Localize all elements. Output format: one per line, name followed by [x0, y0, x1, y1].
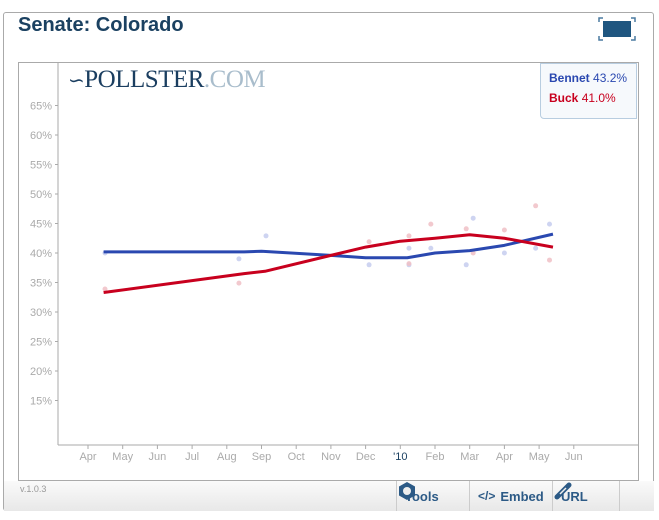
- bennet-poll-point: [501, 250, 507, 256]
- buck-poll-point: [547, 257, 553, 263]
- url-button[interactable]: URL: [552, 481, 620, 511]
- version-label: v.1.0.3: [20, 484, 47, 494]
- x-tick-label: Jun: [149, 451, 167, 463]
- bennet-poll-point: [470, 215, 476, 221]
- gear-icon: [399, 482, 415, 500]
- legend-name: Bennet: [549, 71, 590, 85]
- bennet-poll-point: [406, 245, 412, 251]
- pollster-logo: ∽POLLSTER.COM: [68, 66, 266, 93]
- x-tick-label: May: [112, 451, 133, 463]
- x-tick-label: Sep: [252, 451, 272, 463]
- page-title: Senate: Colorado: [18, 14, 184, 36]
- x-tick-label: May: [529, 451, 550, 463]
- y-tick-label: 20%: [30, 366, 52, 378]
- y-tick-label: 50%: [30, 189, 52, 201]
- buck-poll-point: [428, 221, 434, 227]
- x-tick-label: Mar: [460, 451, 479, 463]
- y-tick-label: 40%: [30, 248, 52, 260]
- buck-poll-point: [102, 286, 108, 292]
- buck-poll-point: [236, 280, 242, 286]
- buck-trend-line: [103, 233, 554, 295]
- legend: Bennet 43.2% Buck 41.0%: [540, 63, 637, 119]
- legend-value: 43.2%: [593, 71, 628, 85]
- legend-item-buck[interactable]: Buck 41.0%: [549, 88, 628, 108]
- buck-poll-point: [406, 261, 412, 267]
- bennet-poll-point: [547, 221, 553, 227]
- y-tick-label: 55%: [30, 160, 52, 172]
- footer-bar: [4, 481, 654, 511]
- code-icon: </>: [478, 489, 496, 503]
- legend-item-bennet[interactable]: Bennet 43.2%: [549, 68, 628, 88]
- bennet-poll-point: [366, 262, 372, 268]
- url-label: URL: [561, 488, 588, 504]
- y-tick-label: 60%: [30, 130, 52, 142]
- x-tick-label: Jul: [185, 451, 199, 463]
- x-tick-label: Oct: [288, 451, 305, 463]
- embed-label: Embed: [500, 488, 544, 504]
- tools-button[interactable]: Tools: [396, 481, 469, 511]
- chart-area: [18, 62, 639, 481]
- buck-poll-point: [406, 233, 412, 239]
- buck-poll-point: [501, 227, 507, 233]
- bennet-poll-point: [463, 262, 469, 268]
- y-tick-label: 65%: [30, 101, 52, 113]
- bennet-poll-point: [428, 245, 434, 251]
- x-tick-label: Feb: [426, 451, 445, 463]
- logo-text: POLLSTER: [84, 66, 204, 93]
- x-tick-label: Apr: [79, 451, 96, 463]
- x-tick-label: Aug: [217, 451, 237, 463]
- buck-poll-point: [463, 226, 469, 232]
- x-tick-label: '10: [393, 451, 407, 463]
- bennet-poll-point: [533, 245, 539, 251]
- legend-value: 41.0%: [581, 91, 616, 105]
- embed-button[interactable]: </> Embed: [469, 481, 552, 511]
- bennet-poll-point: [263, 233, 269, 239]
- bennet-poll-point: [236, 256, 242, 262]
- x-tick-label: Jun: [565, 451, 583, 463]
- x-tick-label: Dec: [356, 451, 376, 463]
- buck-poll-point: [533, 203, 539, 209]
- link-icon: [554, 482, 572, 500]
- fullscreen-button[interactable]: [598, 17, 636, 41]
- buck-poll-point: [366, 239, 372, 245]
- y-tick-label: 45%: [30, 219, 52, 231]
- bennet-trend-line: [103, 232, 554, 260]
- fullscreen-icon: [598, 17, 636, 41]
- y-tick-label: 25%: [30, 337, 52, 349]
- y-tick-label: 15%: [30, 396, 52, 408]
- y-tick-label: 30%: [30, 307, 52, 319]
- x-tick-label: Nov: [321, 451, 341, 463]
- y-tick-label: 35%: [30, 278, 52, 290]
- logo-suffix: .COM: [203, 66, 266, 93]
- legend-name: Buck: [549, 91, 579, 105]
- x-tick-label: Apr: [496, 451, 513, 463]
